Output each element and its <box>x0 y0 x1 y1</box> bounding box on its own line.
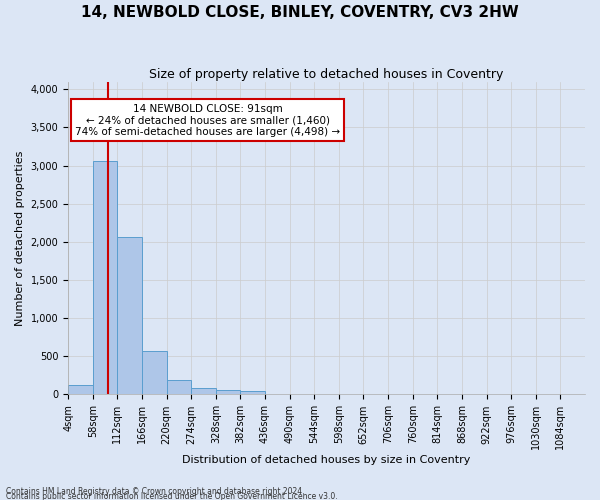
Text: Contains HM Land Registry data © Crown copyright and database right 2024.: Contains HM Land Registry data © Crown c… <box>6 486 305 496</box>
Bar <box>68 384 93 394</box>
Bar <box>118 238 142 394</box>
Bar <box>142 352 167 395</box>
Text: 14 NEWBOLD CLOSE: 91sqm
← 24% of detached houses are smaller (1,460)
74% of semi: 14 NEWBOLD CLOSE: 91sqm ← 24% of detache… <box>75 104 340 137</box>
Text: Contains public sector information licensed under the Open Government Licence v3: Contains public sector information licen… <box>6 492 338 500</box>
Bar <box>216 390 241 394</box>
Bar <box>191 388 216 394</box>
Bar <box>241 392 265 394</box>
Bar <box>93 161 118 394</box>
Title: Size of property relative to detached houses in Coventry: Size of property relative to detached ho… <box>149 68 504 80</box>
Text: 14, NEWBOLD CLOSE, BINLEY, COVENTRY, CV3 2HW: 14, NEWBOLD CLOSE, BINLEY, COVENTRY, CV3… <box>81 5 519 20</box>
Y-axis label: Number of detached properties: Number of detached properties <box>15 150 25 326</box>
X-axis label: Distribution of detached houses by size in Coventry: Distribution of detached houses by size … <box>182 455 471 465</box>
Bar <box>167 380 191 394</box>
